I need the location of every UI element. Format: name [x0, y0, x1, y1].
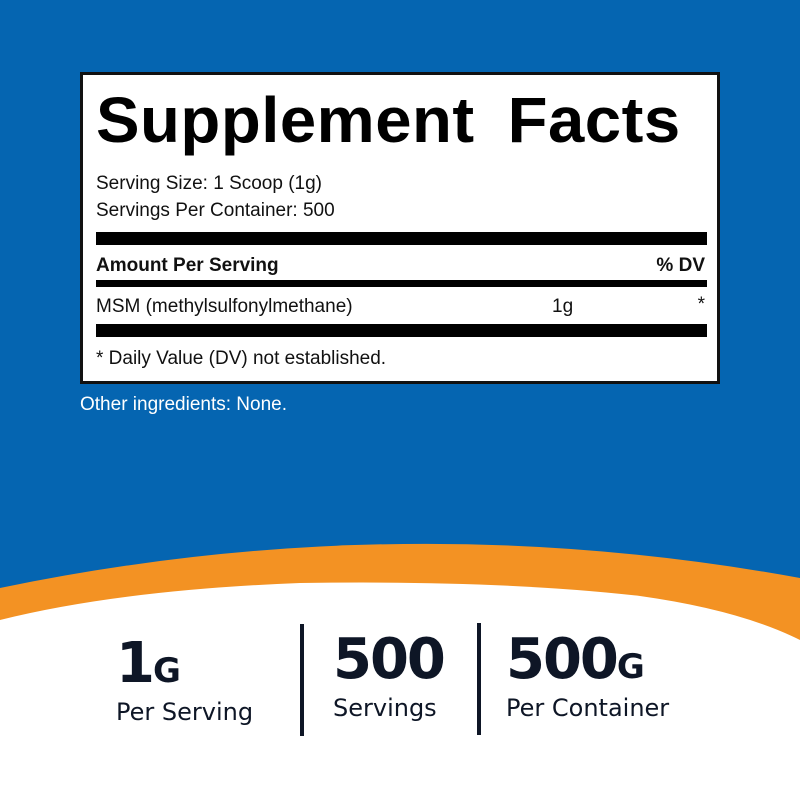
- other-ingredients: Other ingredients: None.: [80, 394, 288, 415]
- stat-per-serving: 1G Per Serving: [116, 636, 254, 727]
- stat-label: Per Serving: [116, 698, 254, 726]
- amount-per-serving-header: Amount Per Serving: [96, 255, 279, 276]
- stat-label: Servings: [333, 694, 437, 722]
- servings-per-container: Servings Per Container: 500: [96, 200, 335, 221]
- stat-value: 500: [333, 627, 446, 692]
- dv-header: % DV: [656, 255, 705, 276]
- medium-divider: [96, 280, 707, 287]
- ingredient-dv: *: [697, 294, 705, 315]
- stat-value: 500: [506, 627, 619, 692]
- thick-divider: [96, 232, 707, 245]
- thick-divider: [96, 324, 707, 337]
- stat-label: Per Container: [506, 694, 670, 722]
- stat-unit: G: [152, 651, 181, 691]
- stat-per-container: 500G Per Container: [506, 632, 670, 723]
- stat-unit: G: [616, 647, 645, 687]
- label-title: Supplement Facts: [96, 84, 681, 156]
- white-panel: [0, 582, 800, 800]
- stat-servings: 500 Servings: [333, 632, 446, 723]
- stat-value: 1: [116, 631, 155, 696]
- serving-size: Serving Size: 1 Scoop (1g): [96, 173, 323, 194]
- ingredient-amount: 1g: [552, 296, 574, 317]
- supplement-facts-panel: Supplement Facts Serving Size: 1 Scoop (…: [80, 72, 720, 384]
- ingredient-name: MSM (methylsulfonylmethane): [96, 296, 353, 317]
- stat-divider: [300, 624, 304, 736]
- footnote: * Daily Value (DV) not established.: [96, 348, 387, 369]
- stat-divider: [477, 623, 481, 735]
